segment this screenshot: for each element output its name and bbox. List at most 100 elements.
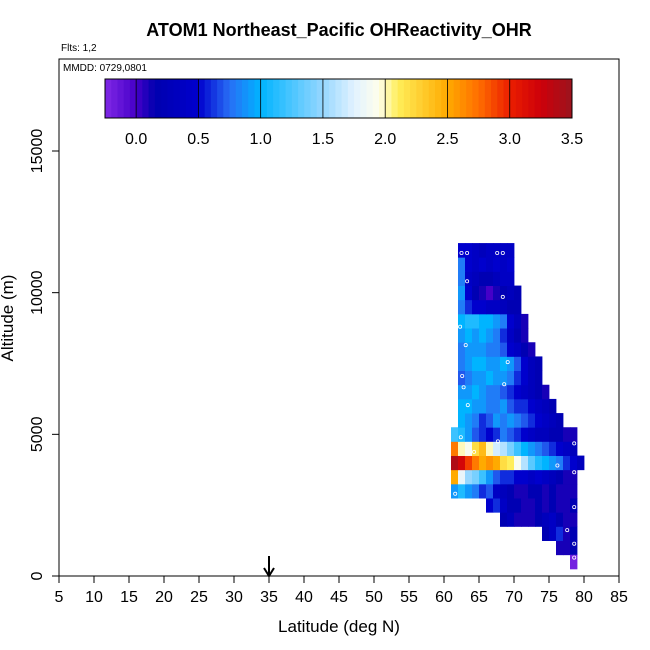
colorbar-segment <box>316 79 324 118</box>
heatmap-cell <box>542 427 550 442</box>
heatmap-cell <box>465 370 473 386</box>
sample-marker <box>502 382 507 387</box>
heatmap-cell <box>528 498 536 513</box>
heatmap-cell <box>465 356 473 371</box>
heatmap-cell <box>500 498 508 513</box>
sample-marker <box>565 528 570 533</box>
colorbar-tick-label: 2.5 <box>436 131 458 148</box>
colorbar-tick-label: 3.5 <box>561 131 583 148</box>
heatmap-cell <box>549 413 557 428</box>
heatmap-cell <box>472 370 480 386</box>
colorbar-segment <box>105 79 112 118</box>
heatmap-cell <box>458 483 466 499</box>
heatmap-cell <box>465 441 473 456</box>
colorbar-ticks: 0.0 0.5 1.0 1.5 2.0 2.5 3.0 3.5 <box>125 79 583 148</box>
heatmap-cell <box>458 313 466 329</box>
heatmap-cell <box>472 356 480 371</box>
heatmap-cell <box>465 285 473 301</box>
heatmap-cell <box>465 413 473 428</box>
heatmap-cell <box>521 512 529 527</box>
x-tick-label: 65 <box>470 589 488 606</box>
heatmap-cell <box>549 441 557 456</box>
sample-markers <box>453 250 577 560</box>
heatmap-cell <box>472 285 480 301</box>
colorbar-segment <box>472 79 480 118</box>
heatmap-cell <box>556 441 564 456</box>
heatmap-cell <box>528 384 536 400</box>
heatmap-cell <box>472 469 480 485</box>
colorbar-segment <box>329 79 336 118</box>
heatmap-cell <box>493 313 501 329</box>
heatmap-cell <box>486 328 494 343</box>
x-axis-label: Latitude (deg N) <box>278 617 400 636</box>
colorbar-segment <box>254 79 262 118</box>
heatmap-cell <box>507 356 515 371</box>
heatmap-cell <box>458 469 466 485</box>
heatmap-cell <box>500 483 508 499</box>
colorbar-segment <box>248 79 255 118</box>
heatmap-cell <box>521 398 529 414</box>
colorbar-segment <box>304 79 311 118</box>
heatmap-cell <box>479 384 487 400</box>
heatmap-cell <box>493 398 501 414</box>
heatmap-cell <box>472 441 480 456</box>
heatmap-cell <box>465 328 473 343</box>
colorbar-segment <box>522 79 529 118</box>
colorbar-segment <box>285 79 293 118</box>
colorbar-segment <box>484 79 492 118</box>
heatmap-cell <box>493 356 501 371</box>
colorbar-segment <box>210 79 218 118</box>
heatmap-cell <box>500 469 508 485</box>
heatmap-cell <box>549 483 557 499</box>
heatmap-cell <box>472 299 480 315</box>
heatmap-cell <box>514 328 522 343</box>
colorbar-segment <box>185 79 193 118</box>
y-axis-label: Altitude (m) <box>0 275 17 362</box>
heatmap-cell <box>472 313 480 329</box>
heatmap-cell <box>556 526 564 541</box>
heatmap-cell <box>486 271 494 286</box>
heatmap-cell <box>507 498 515 513</box>
heatmap-cell <box>493 498 501 513</box>
heatmap-cell <box>507 512 515 527</box>
x-tick-label: 20 <box>155 589 173 606</box>
heatmap-cell <box>514 342 522 357</box>
heatmap-cell <box>479 441 487 456</box>
colorbar-tick-label: 1.5 <box>312 131 334 148</box>
heatmap-cell <box>535 498 543 513</box>
colorbar-segment <box>435 79 442 118</box>
colorbar-segment <box>167 79 174 118</box>
heatmap-cell <box>479 271 487 286</box>
heatmap-cell <box>479 427 487 442</box>
colorbar-segment <box>528 79 536 118</box>
heatmap-cell <box>528 427 536 442</box>
colorbar-segment <box>466 79 473 118</box>
heatmap-cell <box>458 356 466 371</box>
heatmap-cell <box>493 483 501 499</box>
heatmap-cell <box>500 342 508 357</box>
heatmap-cell <box>493 342 501 357</box>
heatmap-cell <box>521 441 529 456</box>
heatmap-cell <box>528 398 536 414</box>
heatmap-cell <box>570 469 578 485</box>
heatmap-cell <box>500 271 508 286</box>
heatmap-cell <box>535 483 543 499</box>
heatmap-cell <box>472 271 480 286</box>
heatmap-cell <box>521 313 529 329</box>
heatmap-cell <box>465 455 473 471</box>
heatmap-cell <box>549 469 557 485</box>
heatmap-cell <box>472 257 480 272</box>
heatmap-cell <box>542 526 550 541</box>
heatmap-cell <box>535 356 543 371</box>
heatmap-cell <box>486 370 494 386</box>
heatmap-cell <box>563 540 571 556</box>
heatmap-cell <box>521 469 529 485</box>
heatmap-cell <box>500 370 508 386</box>
heatmap-cell <box>570 441 578 456</box>
heatmap-cell <box>486 441 494 456</box>
heatmap-cell <box>500 299 508 315</box>
heatmap-cell <box>535 441 543 456</box>
heatmap-cell <box>528 483 536 499</box>
colorbar-segment <box>459 79 467 118</box>
